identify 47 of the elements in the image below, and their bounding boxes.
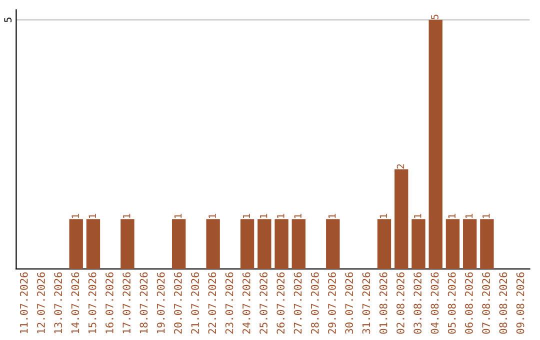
x-tick-label: 24.07.2026 [242,272,250,334]
x-tick-label: 13.07.2026 [54,272,62,334]
x-tick-label: 27.07.2026 [294,272,302,334]
x-tick-label: 09.08.2026 [516,272,524,334]
x-tick-label: 02.08.2026 [396,272,404,334]
x-tick-label: 23.07.2026 [225,272,234,334]
x-tick-label: 11.07.2026 [20,272,28,334]
data-label: 2 [396,164,404,169]
x-tick-label: 07.08.2026 [482,272,490,334]
x-tick-label: 19.07.2026 [156,272,165,334]
data-label: 1 [123,214,130,218]
x-tick-label: 21.07.2026 [191,272,199,334]
x-tick-label: 16.07.2026 [106,272,114,334]
x-tick-label: 31.07.2026 [362,272,370,334]
x-tick-label: 18.07.2026 [140,272,148,334]
x-tick-label: 17.07.2026 [122,272,131,334]
data-label: 1 [380,214,387,218]
x-tick-label: 30.07.2026 [345,272,354,334]
data-label: 1 [414,214,422,218]
data-label: 1 [242,214,250,218]
x-tick-label: 04.08.2026 [430,272,439,334]
data-label: 1 [482,214,490,218]
data-label: 1 [448,214,456,218]
x-tick-label: 14.07.2026 [71,272,80,334]
data-label: 1 [328,214,336,218]
data-label: 1 [88,214,96,218]
x-tick-label: 26.07.2026 [276,272,285,334]
x-tick-label: 08.08.2026 [499,272,508,334]
x-tick-label: 28.07.2026 [310,272,319,334]
data-label: 1 [208,214,216,218]
x-tick-label: 06.08.2026 [465,272,473,334]
x-tick-label: 03.08.2026 [414,272,422,334]
data-label: 1 [294,214,302,218]
data-label: 1 [277,214,284,218]
data-label: 1 [174,214,182,218]
data-label: 1 [465,214,473,218]
x-tick-label: 12.07.2026 [37,272,45,334]
x-tick-label: 22.07.2026 [208,272,216,334]
x-tick-label: 20.07.2026 [174,272,182,334]
x-tick-label: 25.07.2026 [260,272,268,334]
data-label: 5 [431,14,438,20]
x-tick-label: 15.07.2026 [88,272,96,334]
x-tick-label: 05.08.2026 [448,272,456,334]
x-tick-label: 01.08.2026 [379,272,388,334]
data-label: 1 [72,214,79,218]
data-label: 1 [260,214,268,218]
x-tick-label: 29.07.2026 [328,272,336,334]
